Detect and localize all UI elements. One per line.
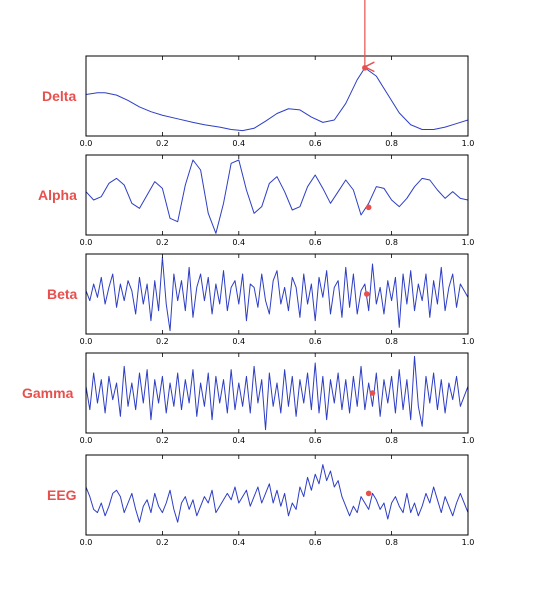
- delta-x-tick-label: 0.8: [385, 139, 398, 148]
- eeg-x-tick-label: 0.0: [80, 538, 93, 547]
- eeg-axes-frame: [85, 454, 469, 536]
- delta-series-line: [86, 67, 468, 132]
- eeg-label: EEG: [47, 487, 77, 503]
- gamma-x-tick-label: 0.4: [232, 436, 245, 445]
- gamma-x-tick-label: 0.0: [80, 436, 93, 445]
- delta-x-tick-label: 0.0: [80, 139, 93, 148]
- beta-marker-point: [363, 291, 370, 297]
- delta-x-tick-label: 0.4: [232, 139, 245, 148]
- alpha-x-tick-label: 0.4: [232, 238, 245, 247]
- delta-x-tick-label: 0.6: [309, 139, 322, 148]
- delta-label: Delta: [42, 88, 76, 104]
- alpha-x-tick-label: 0.0: [80, 238, 93, 247]
- gamma-panel: Gamma 0.0 0.2 0.4 0.6 0.8 1.0: [22, 352, 475, 445]
- delta-x-tick-label: 0.2: [156, 139, 169, 148]
- eeg-x-tick-label: 1.0: [462, 538, 475, 547]
- gamma-x-tick-label: 1.0: [462, 436, 475, 445]
- alpha-x-tick-label: 0.2: [156, 238, 169, 247]
- alpha-x-tick-label: 0.8: [385, 238, 398, 247]
- eeg-x-tick-label: 0.4: [232, 538, 245, 547]
- gamma-axes-frame: [85, 352, 469, 434]
- eeg-x-tick-label: 0.2: [156, 538, 169, 547]
- gamma-x-tick-label: 0.2: [156, 436, 169, 445]
- gamma-x-tick-label: 0.8: [385, 436, 398, 445]
- delta-x-tick-label: 1.0: [462, 139, 475, 148]
- eeg-marker-point: [365, 490, 372, 497]
- beta-axes-frame: [85, 253, 469, 335]
- gamma-label: Gamma: [22, 385, 74, 401]
- eeg-x-tick-label: 0.6: [309, 538, 322, 547]
- alpha-x-tick-label: 1.0: [462, 238, 475, 247]
- gamma-marker-point: [369, 390, 376, 396]
- beta-x-tick-label: 0.6: [309, 337, 322, 346]
- beta-panel: Beta 0.0 0.2 0.4 0.6 0.8 1.0: [47, 253, 475, 346]
- beta-x-tick-label: 0.8: [385, 337, 398, 346]
- beta-x-tick-label: 0.0: [80, 337, 93, 346]
- alpha-panel: Alpha 0.0 0.2 0.4 0.6 0.8 1.0: [38, 154, 475, 247]
- beta-series-line: [86, 256, 468, 332]
- gamma-x-tick-label: 0.6: [309, 436, 322, 445]
- delta-axes-frame: [85, 55, 469, 137]
- gamma-series-line: [86, 355, 468, 431]
- alpha-series-line: [86, 159, 468, 234]
- alpha-axes-frame: [85, 154, 469, 236]
- beta-x-tick-label: 0.4: [232, 337, 245, 346]
- beta-x-tick-label: 0.2: [156, 337, 169, 346]
- beta-x-tick-label: 1.0: [462, 337, 475, 346]
- eeg-panel: EEG 0.0 0.2 0.4 0.6 0.8 1.0: [47, 454, 475, 547]
- alpha-x-tick-label: 0.6: [309, 238, 322, 247]
- beta-label: Beta: [47, 286, 78, 302]
- eeg-series-line: [86, 464, 468, 523]
- delta-panel: Delta 0.0 0.2 0.4 0.6 0.8 1.0: [42, 55, 475, 148]
- alpha-marker-point: [365, 204, 372, 211]
- alpha-label: Alpha: [38, 187, 77, 203]
- eeg-x-tick-label: 0.8: [385, 538, 398, 547]
